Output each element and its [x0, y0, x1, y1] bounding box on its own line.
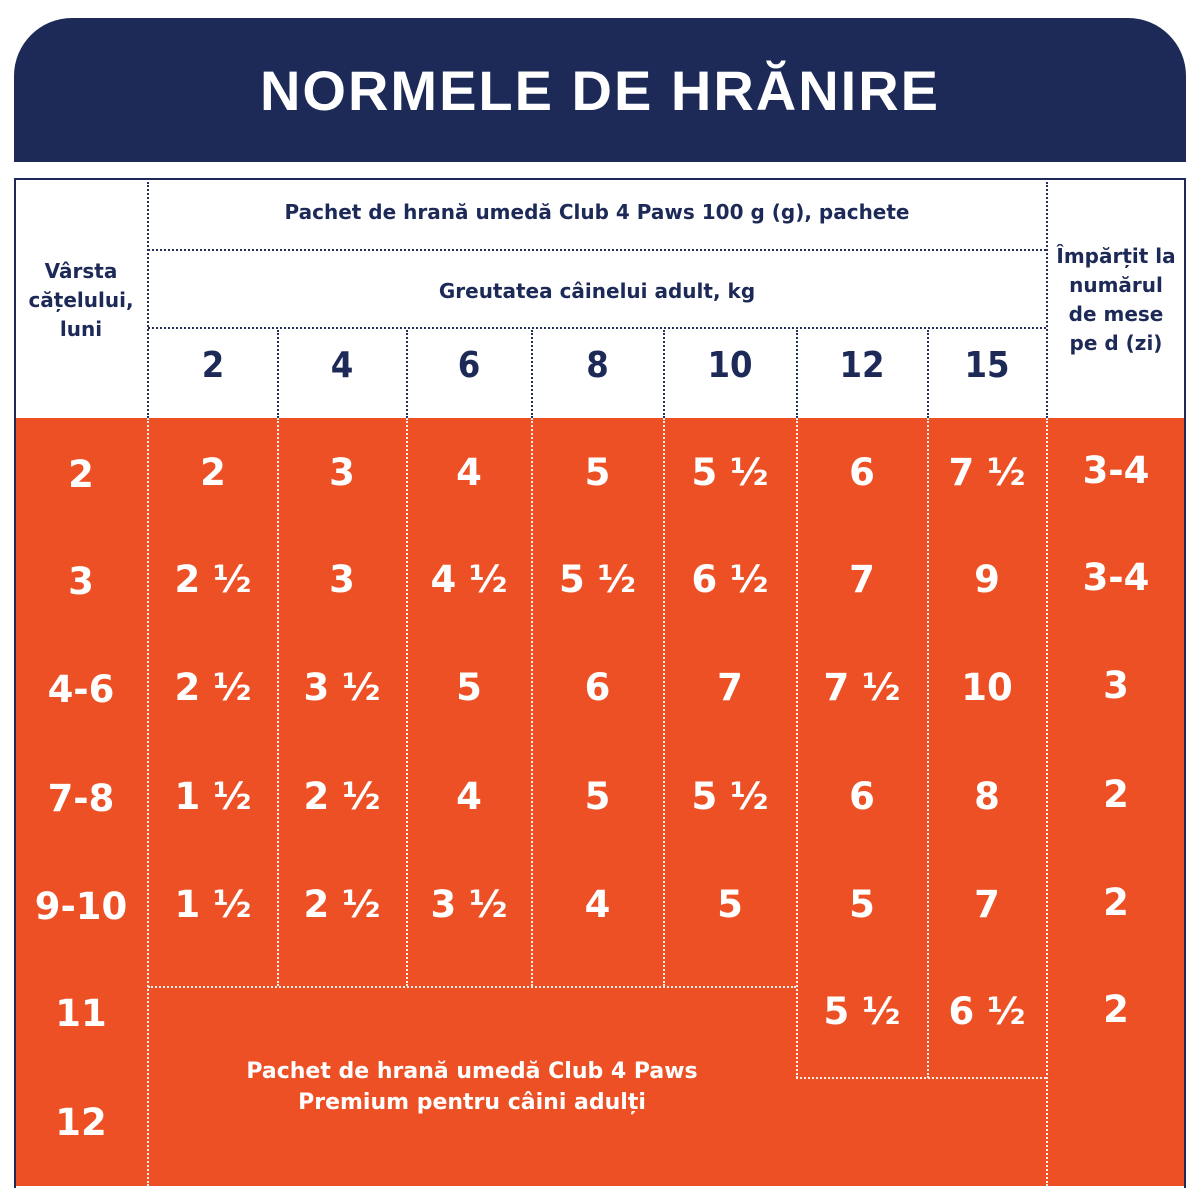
meals-cell: 3 [1103, 663, 1129, 707]
header-divider-weight [148, 327, 1046, 329]
portion-cell: 2 [200, 450, 226, 494]
feeding-table-body [14, 418, 1186, 1186]
weight-col-header: 10 [707, 344, 753, 386]
portion-cell: 3 [329, 450, 355, 494]
portion-cell: 2 ½ [303, 774, 381, 818]
age-cell: 2 [68, 452, 94, 496]
portion-cell: 4 [456, 774, 482, 818]
feeding-table [14, 178, 1186, 1188]
age-cell: 9-10 [34, 884, 128, 928]
portion-cell: 9 [974, 557, 1000, 601]
portion-cell: 5 ½ [559, 557, 636, 601]
header-divider-meals [1046, 182, 1048, 418]
header-col-divider [927, 330, 929, 418]
portion-cell: 5 [456, 665, 482, 709]
portion-cell: 2 ½ [174, 557, 252, 601]
portion-cell: 7 [849, 557, 875, 601]
body-divider-age [147, 418, 149, 1186]
portion-cell: 5 ½ [823, 989, 901, 1033]
header-col-divider [531, 330, 533, 418]
meals-cell: 3-4 [1082, 555, 1150, 599]
body-col-divider [406, 418, 408, 986]
portion-cell: 6 [849, 774, 875, 818]
page-title: NORMELE DE HRĂNIRE [259, 58, 941, 122]
portion-cell: 4 [584, 882, 611, 926]
portion-cell: 6 [849, 450, 875, 494]
body-col-divider [277, 418, 279, 986]
header-col-divider [277, 330, 279, 418]
header-divider-age [147, 182, 149, 418]
meals-column-header: Împărțit la numărul de mese pe d (zi) [1056, 244, 1176, 355]
portion-cell: 5 [584, 450, 611, 494]
portion-cell: 10 [961, 665, 1013, 709]
weight-col-header: 12 [839, 344, 885, 386]
weight-col-header: 6 [457, 344, 481, 386]
portion-cell: 7 ½ [948, 450, 1026, 494]
portion-cell: 8 [974, 774, 1000, 818]
age-cell: 12 [55, 1100, 107, 1144]
header-divider-package [148, 249, 1046, 251]
portion-cell: 3 ½ [430, 882, 508, 926]
portion-cell: 5 ½ [691, 774, 769, 818]
adult-food-note: Pachet de hrană umedă Club 4 Paws Premiu… [148, 1052, 796, 1122]
age-cell: 4-6 [47, 667, 115, 711]
body-divider-meals [1046, 418, 1048, 1186]
portion-cell: 7 ½ [823, 665, 901, 709]
meals-cell: 3-4 [1082, 448, 1150, 492]
age-cell: 11 [55, 991, 107, 1035]
title-banner: NORMELE DE HRĂNIRE [14, 18, 1186, 162]
age-cell: 3 [68, 559, 94, 603]
adult-food-note-line: Premium pentru câini adulți [298, 1090, 646, 1115]
portion-cell: 1 ½ [174, 882, 252, 926]
portion-cell: 2 ½ [303, 882, 381, 926]
portion-cell: 3 ½ [303, 665, 381, 709]
age-cell: 7-8 [47, 776, 115, 820]
body-col-divider [531, 418, 533, 986]
portion-cell: 7 [717, 665, 743, 709]
portion-cell: 5 ½ [691, 450, 769, 494]
portion-cell: 5 [849, 882, 875, 926]
weight-col-header: 2 [201, 344, 225, 386]
package-header: Pachet de hrană umedă Club 4 Paws 100 g … [284, 199, 910, 224]
portion-cell: 5 [584, 774, 611, 818]
meals-cell: 2 [1103, 987, 1129, 1031]
portion-cell: 6 [584, 665, 611, 709]
portion-cell: 4 ½ [430, 557, 508, 601]
weight-col-header: 8 [586, 344, 609, 386]
weight-col-header: 4 [330, 344, 354, 386]
portion-cell: 5 [717, 882, 743, 926]
portion-cell: 3 [329, 557, 355, 601]
body-col-divider [796, 418, 798, 1078]
meals-cell: 2 [1103, 880, 1129, 924]
meals-cell: 2 [1103, 772, 1129, 816]
portion-cell: 1 ½ [174, 774, 252, 818]
age-column-header: Vârsta cățelului, luni [28, 258, 134, 341]
adult-food-note-line: Pachet de hrană umedă Club 4 Paws [246, 1059, 698, 1084]
portion-cell: 4 [456, 450, 482, 494]
portion-cell: 7 [974, 882, 1000, 926]
portion-cell: 6 ½ [691, 557, 769, 601]
weight-col-header: 15 [964, 344, 1010, 386]
header-col-divider [663, 330, 665, 418]
portion-cell: 6 ½ [948, 989, 1026, 1033]
body-col-divider [927, 418, 929, 1078]
header-col-divider [796, 330, 798, 418]
adult-section-divider [796, 1077, 1046, 1079]
weight-header: Greutatea câinelui adult, kg [438, 278, 756, 303]
body-col-divider [663, 418, 665, 986]
portion-cell: 2 ½ [174, 665, 252, 709]
adult-section-divider [148, 986, 796, 988]
header-col-divider [406, 330, 408, 418]
